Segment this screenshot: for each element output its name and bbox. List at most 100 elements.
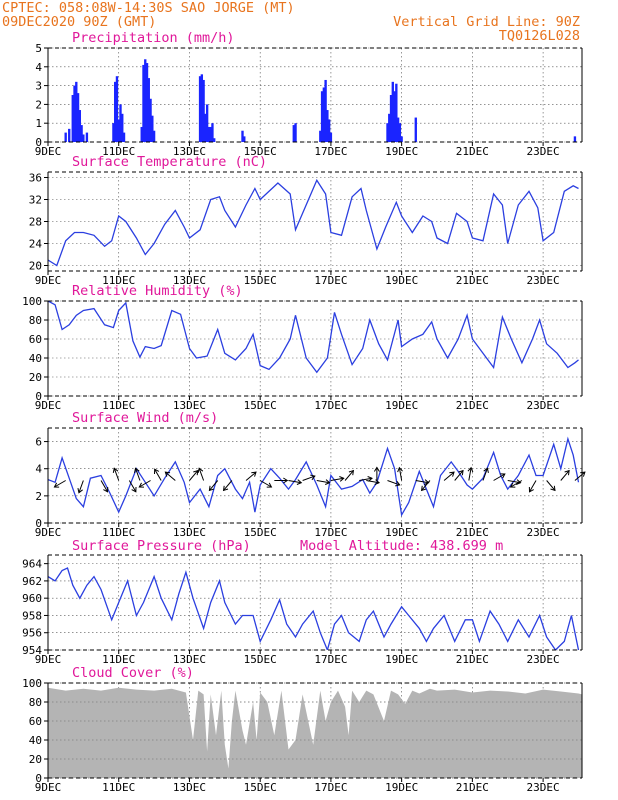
humidity-ytick-label-0: 0: [35, 390, 42, 403]
pressure-ytick-label-0: 954: [22, 644, 42, 657]
humidity-ytick-label-1: 20: [29, 371, 42, 384]
cloud-xtick-label-2: 13DEC: [173, 781, 206, 794]
precipitation-xtick-label-1: 11DEC: [102, 145, 135, 158]
humidity-panel: Relative Humidity (%) 0 20 40 60 80 100 9DEC 11…: [22, 283, 583, 412]
cloud-ytick-label-2: 40: [29, 734, 42, 747]
wind-arrow-26: [415, 480, 429, 484]
wind-arrowhead-31: [483, 467, 489, 474]
wind-arrowhead-8: [164, 471, 171, 477]
wind-arrowhead-28: [449, 471, 455, 477]
cloud-xtick-label-4: 17DEC: [314, 781, 347, 794]
precipitation-ytick-label-3: 3: [35, 80, 42, 93]
wind-xtick-label-2: 13DEC: [173, 526, 206, 539]
precipitation-bar-32: [211, 123, 214, 142]
wind-arrow-14: [259, 480, 272, 488]
precipitation-bar-45: [386, 123, 389, 142]
precipitation-ytick-label-5: 5: [35, 42, 42, 55]
precipitation-xtick-label-7: 23DEC: [527, 145, 560, 158]
precipitation-bar-6: [78, 110, 82, 142]
pressure-ytick-label-3: 960: [22, 592, 42, 605]
wind-arrow-24: [387, 480, 400, 486]
wind-arrowhead-16: [296, 479, 303, 485]
wind-arrowhead-5: [134, 467, 140, 474]
pressure-ytick-label-5: 964: [22, 558, 42, 571]
header-run-time: 09DEC2020 90Z (GMT): [2, 14, 156, 30]
precipitation-bar-22: [149, 98, 152, 142]
precipitation-bar-7: [80, 125, 83, 142]
precipitation-panel: Precipitation (mm/h) 0 1 2 3 4 5 9DEC 11DEC 13DE…: [35, 30, 583, 158]
wind-arrowhead-35: [528, 487, 534, 493]
wind-arrowhead-0: [53, 482, 60, 488]
precipitation-bar-10: [112, 123, 115, 142]
precipitation-bar-42: [326, 110, 329, 142]
wind-arrowhead-17: [310, 474, 316, 481]
precipitation-bar-5: [76, 93, 80, 142]
cloud-ytick-label-0: 0: [35, 772, 42, 785]
wind-arrowhead-21: [367, 476, 373, 482]
temperature-xtick-label-2: 13DEC: [173, 274, 206, 287]
wind-arrowhead-19: [339, 476, 345, 482]
pressure-ytick-label-2: 958: [22, 609, 42, 622]
cloud-area: [48, 687, 582, 778]
humidity-ytick-label-3: 60: [29, 333, 42, 346]
wind-arrowhead-20: [348, 469, 355, 476]
wind-arrow-17: [302, 475, 316, 481]
temperature-panel: Surface Temperature (nC) 20 24 28 32 36 9DEC 1…: [29, 154, 583, 287]
wind-xtick-label-4: 17DEC: [314, 526, 347, 539]
precipitation-bar-13: [117, 119, 120, 142]
wind-arrowhead-15: [283, 477, 289, 484]
wind-arrow-37: [560, 470, 570, 481]
precipitation-bar-15: [121, 113, 124, 142]
precipitation-ytick-label-4: 4: [35, 61, 42, 74]
precipitation-bar-35: [243, 136, 246, 142]
wind-arrow-18: [316, 480, 330, 484]
wind-arrow-35: [529, 480, 537, 493]
wind-arrowhead-9: [193, 469, 199, 476]
pressure-line: [48, 567, 580, 650]
precipitation-bar-27: [202, 79, 205, 142]
wind-arrow-10: [198, 468, 205, 481]
cloud-xtick-label-0: 9DEC: [35, 781, 62, 794]
precipitation-bar-46: [388, 113, 391, 142]
wind-arrow-30: [468, 467, 472, 481]
precipitation-bar-30: [207, 126, 211, 142]
wind-line: [48, 436, 580, 517]
cloud-xtick-label-3: 15DEC: [244, 781, 277, 794]
precipitation-bar-16: [122, 132, 126, 142]
wind-arrow-9: [189, 470, 199, 481]
precipitation-xtick-label-4: 17DEC: [314, 145, 347, 158]
precipitation-bar-28: [204, 113, 207, 142]
wind-arrowhead-11: [208, 485, 215, 492]
wind-arrow-20: [344, 470, 354, 481]
wind-xtick-label-3: 15DEC: [244, 526, 277, 539]
wind-arrow-13: [245, 471, 257, 481]
temperature-ytick-label-0: 20: [29, 260, 42, 273]
wind-panel: Surface Wind (m/s) 0 2 4 6 9DEC 11DEC 13DEC 15D…: [35, 410, 586, 539]
precipitation-bar-1: [68, 128, 71, 142]
wind-arrow-11: [209, 480, 219, 491]
precipitation-bar-2: [71, 95, 74, 142]
wind-arrow-32: [493, 473, 506, 481]
precipitation-bar-18: [142, 64, 145, 142]
wind-arrow-31: [482, 468, 488, 481]
pressure-model-altitude: Model Altitude: 438.699 m: [300, 538, 503, 554]
wind-arrowhead-30: [467, 466, 474, 473]
temperature-xtick-label-6: 21DEC: [456, 274, 489, 287]
pressure-xtick-label-2: 13DEC: [173, 653, 206, 666]
wind-arrow-28: [443, 471, 455, 481]
header-grid-line: Vertical Grid Line: 90Z: [393, 14, 580, 30]
precipitation-bar-53: [400, 136, 403, 142]
wind-arrowhead-13: [251, 471, 257, 477]
precipitation-xtick-label-0: 9DEC: [35, 145, 62, 158]
precipitation-bar-48: [391, 81, 394, 142]
wind-arrowhead-33: [515, 479, 522, 485]
precipitation-xtick-label-5: 19DEC: [385, 145, 418, 158]
precipitation-bar-23: [151, 115, 154, 142]
humidity-xtick-label-5: 19DEC: [385, 399, 418, 412]
wind-arrowhead-18: [325, 479, 331, 485]
pressure-panel: Surface Pressure (hPa) Model Altitude: 4…: [22, 538, 583, 666]
temperature-ytick-label-1: 24: [29, 238, 43, 251]
wind-arrowhead-32: [500, 473, 506, 479]
temperature-xtick-label-1: 11DEC: [102, 274, 135, 287]
cloud-xtick-label-7: 23DEC: [527, 781, 560, 794]
